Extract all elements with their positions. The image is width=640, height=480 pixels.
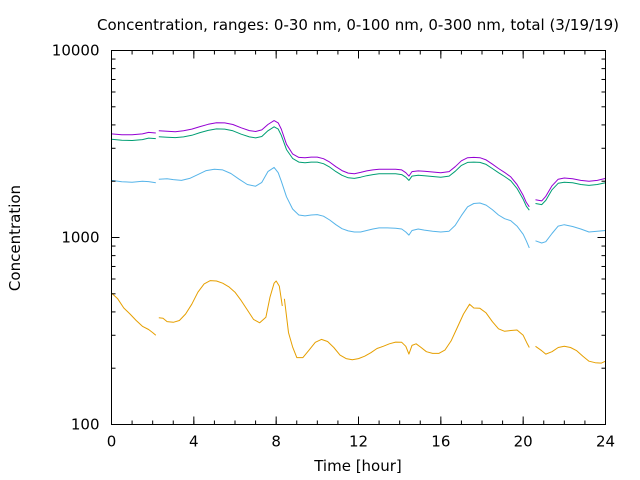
- series-line: [111, 179, 156, 184]
- x-tick-label: 24: [596, 433, 615, 451]
- series-3: [111, 126, 606, 211]
- chart-title: Concentration, ranges: 0-30 nm, 0-100 nm…: [97, 16, 619, 34]
- series-line: [111, 131, 156, 136]
- x-tick-label: 20: [514, 433, 533, 451]
- series-4: [111, 120, 606, 208]
- series-line: [158, 166, 530, 249]
- series-line: [158, 126, 530, 211]
- y-axis-label: Concentration: [6, 185, 24, 291]
- series-line: [535, 224, 606, 244]
- x-tick-label: 4: [189, 433, 199, 451]
- y-tick-label: 10000: [52, 42, 100, 60]
- x-tick-label: 0: [107, 433, 117, 451]
- series-line: [535, 177, 606, 202]
- x-tick-label: 8: [271, 433, 281, 451]
- y-tick-label: 100: [71, 416, 100, 434]
- series-line: [158, 120, 530, 208]
- series-line: [535, 181, 606, 206]
- series-2: [111, 166, 606, 249]
- x-tick-label: 12: [349, 433, 368, 451]
- plot-frame: [111, 50, 606, 425]
- series-line: [158, 280, 283, 324]
- x-tick-label: 16: [431, 433, 450, 451]
- y-tick-label: 1000: [61, 229, 99, 247]
- x-axis-label: Time [hour]: [313, 457, 402, 475]
- series-line: [283, 298, 530, 361]
- series-line: [111, 137, 156, 141]
- series-line: [535, 345, 606, 364]
- series-line: [111, 292, 157, 336]
- axes-layer: 0 4 8 12 16 20 24 100 1000 10000: [52, 42, 615, 451]
- series-layer: [111, 120, 606, 364]
- series-1: [111, 280, 606, 364]
